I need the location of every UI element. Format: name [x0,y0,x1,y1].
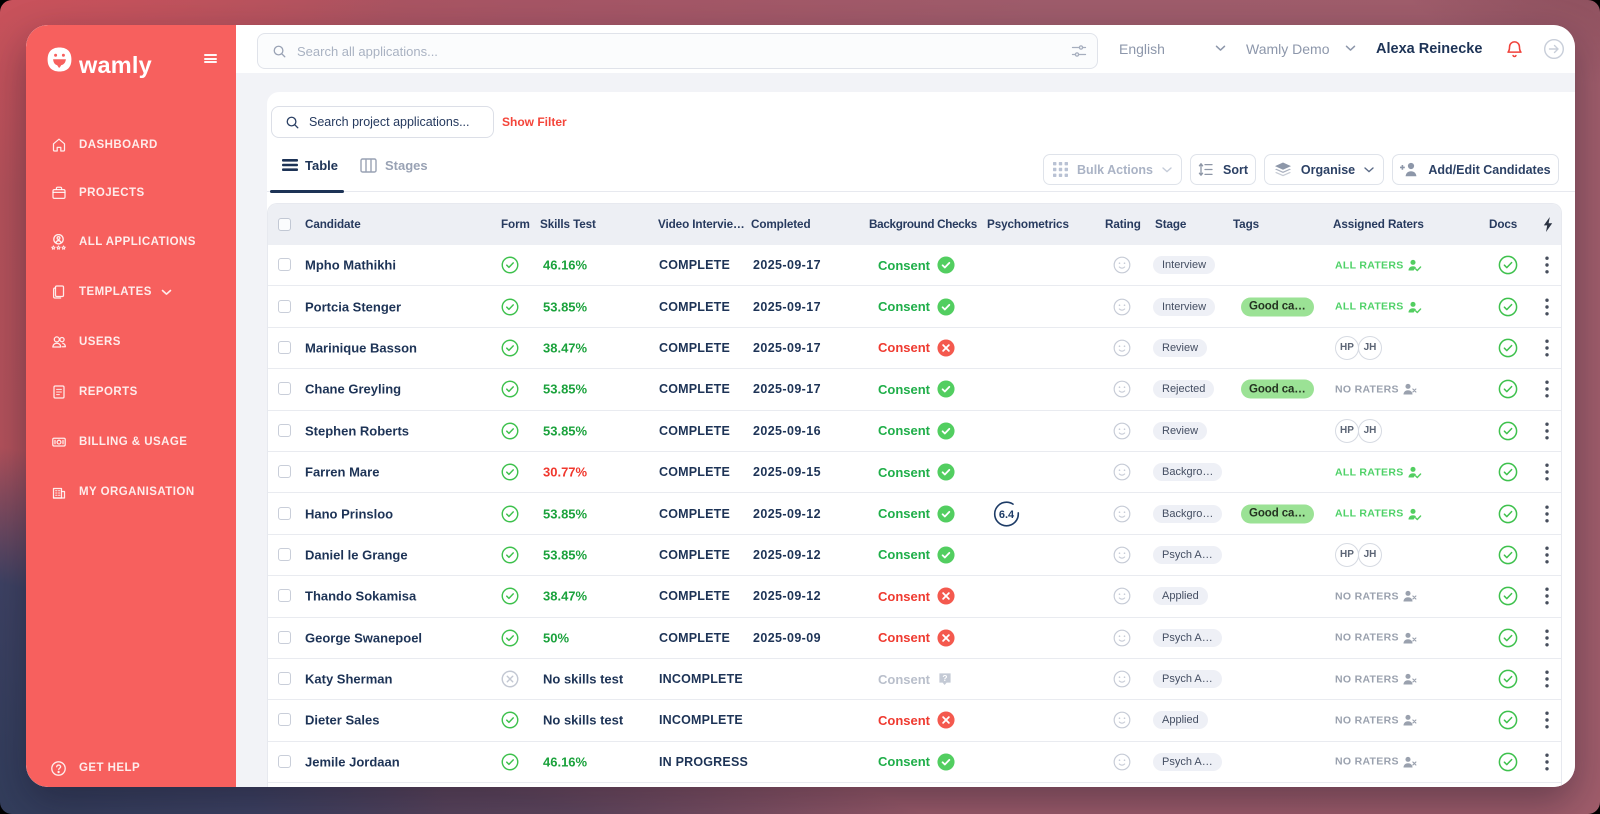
svg-text:?: ? [942,673,947,683]
svg-text:6.4: 6.4 [999,508,1015,520]
